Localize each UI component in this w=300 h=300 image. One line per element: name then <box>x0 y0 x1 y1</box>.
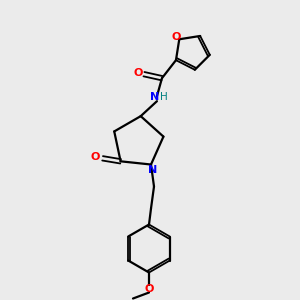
Text: H: H <box>160 92 168 102</box>
Text: O: O <box>133 68 142 78</box>
Text: N: N <box>150 92 160 102</box>
Text: O: O <box>144 284 154 293</box>
Text: O: O <box>172 32 181 42</box>
Text: N: N <box>148 164 158 175</box>
Text: O: O <box>91 152 100 162</box>
